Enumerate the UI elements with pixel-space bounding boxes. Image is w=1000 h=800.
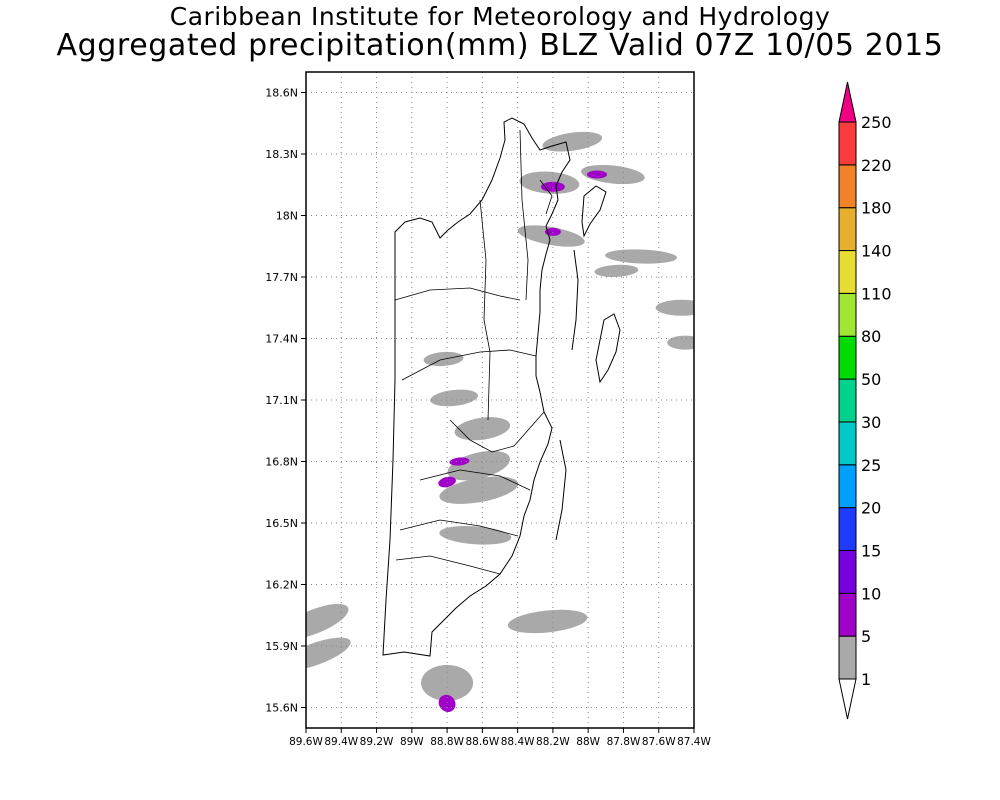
precip-area-5-10mm <box>540 181 565 192</box>
caye-outline <box>581 185 607 238</box>
colorbar-swatch <box>838 121 857 166</box>
lat-tick-label: 18.3N <box>265 148 298 161</box>
lon-tick-label: 87.8W <box>607 736 641 748</box>
precipitation-layer <box>306 131 694 713</box>
lat-tick-label: 15.6N <box>265 702 298 715</box>
chart-subtitle: Aggregated precipitation(mm) BLZ Valid 0… <box>56 28 944 63</box>
district-boundary <box>449 411 545 453</box>
caye-outline <box>555 439 567 541</box>
colorbar-label: 80 <box>861 327 881 346</box>
map-grid <box>305 72 695 728</box>
precip-area-1-5mm <box>581 164 645 185</box>
colorbar-swatch <box>838 421 857 466</box>
precip-area-1-5mm <box>517 225 585 247</box>
lon-tick-label: 88.4W <box>501 736 535 748</box>
colorbar-label: 180 <box>861 199 892 218</box>
lat-tick-label: 17.7N <box>265 271 298 284</box>
colorbar-label: 140 <box>861 242 892 261</box>
colorbar-label: 25 <box>861 456 881 475</box>
precip-area-1-5mm <box>507 609 588 634</box>
lon-tick-label: 87.4W <box>677 736 711 748</box>
colorbar-swatch <box>838 250 857 294</box>
lon-tick-label: 88.8W <box>430 736 464 748</box>
colorbar-label: 15 <box>861 541 881 560</box>
belize-outline <box>382 117 621 657</box>
lat-tick-label: 18N <box>276 210 298 223</box>
colorbar-swatch <box>838 464 857 509</box>
lat-tick-label: 16.2N <box>265 579 298 592</box>
lon-tick-label: 88W <box>576 736 600 748</box>
district-boundary <box>395 555 501 575</box>
precip-area-1-5mm <box>306 603 349 639</box>
precip-area-1-5mm <box>430 389 479 407</box>
precip-area-1-5mm <box>439 525 512 545</box>
precip-area-1-5mm <box>306 637 351 671</box>
lon-tick-label: 88.2W <box>536 736 570 748</box>
lon-tick-label: 87.6W <box>642 736 676 748</box>
lat-tick-label: 15.9N <box>265 640 298 653</box>
precip-area-5-10mm <box>449 457 470 466</box>
colorbar-swatch <box>838 207 857 252</box>
precip-area-1-5mm <box>594 264 639 277</box>
lat-tick-label: 17.4N <box>265 333 298 346</box>
lon-tick-label: 89W <box>400 736 424 748</box>
precip-area-1-5mm <box>605 249 678 264</box>
lon-tick-label: 89.2W <box>360 736 394 748</box>
colorbar-label: 5 <box>861 627 871 646</box>
colorbar-label: 20 <box>861 499 881 518</box>
precip-area-1-5mm <box>454 417 511 441</box>
lat-tick-label: 17.1N <box>265 394 298 407</box>
colorbar-min-arrow <box>838 678 857 720</box>
map-frame <box>305 71 695 729</box>
lon-tick-label: 88.6W <box>465 736 499 748</box>
district-boundary <box>394 287 521 301</box>
precip-area-1-5mm <box>655 299 694 316</box>
lat-tick-label: 18.6N <box>265 87 298 100</box>
lon-tick-label: 89.6W <box>289 736 323 748</box>
colorbar-swatch <box>838 635 857 680</box>
district-boundary <box>401 349 537 381</box>
colorbar-label: 50 <box>861 370 881 389</box>
precip-area-1-5mm <box>542 131 603 152</box>
precip-area-5-10mm <box>587 170 607 179</box>
district-boundary <box>519 129 529 301</box>
colorbar-swatch <box>838 549 857 594</box>
lon-tick-label: 89.4W <box>324 736 358 748</box>
precip-area-1-5mm <box>439 476 519 504</box>
precip-area-1-5mm <box>667 335 694 350</box>
colorbar-label: 110 <box>861 284 892 303</box>
caye-outline <box>595 313 621 384</box>
axis-ticks: 15.6N 15.9N 16.2N 16.5N 16.8N 17.1N 17.4N 17.7N… <box>265 87 711 749</box>
colorbar-swatch <box>838 592 857 637</box>
district-boundary <box>539 179 553 215</box>
colorbar-max-arrow <box>838 81 857 123</box>
colorbar-swatch <box>838 292 857 337</box>
precip-area-5-10mm <box>544 227 561 236</box>
caye-outline <box>571 249 579 351</box>
lat-tick-label: 16.8N <box>265 456 298 469</box>
colorbar-swatch <box>838 164 857 209</box>
colorbar-label: 1 <box>861 670 871 689</box>
colorbar-label: 220 <box>861 156 892 175</box>
colorbar-swatch <box>838 507 857 551</box>
district-boundary <box>399 519 519 537</box>
colorbar-swatch <box>838 335 857 380</box>
chart-title: Caribbean Institute for Meteorology and … <box>169 2 831 31</box>
colorbar-label: 30 <box>861 413 881 432</box>
colorbar-swatch <box>838 378 857 423</box>
district-boundary <box>479 199 491 421</box>
country-border <box>382 117 571 657</box>
colorbar-label: 250 <box>861 113 892 132</box>
colorbar-label: 10 <box>861 584 881 603</box>
lat-tick-label: 16.5N <box>265 517 298 530</box>
district-boundary <box>419 469 531 491</box>
